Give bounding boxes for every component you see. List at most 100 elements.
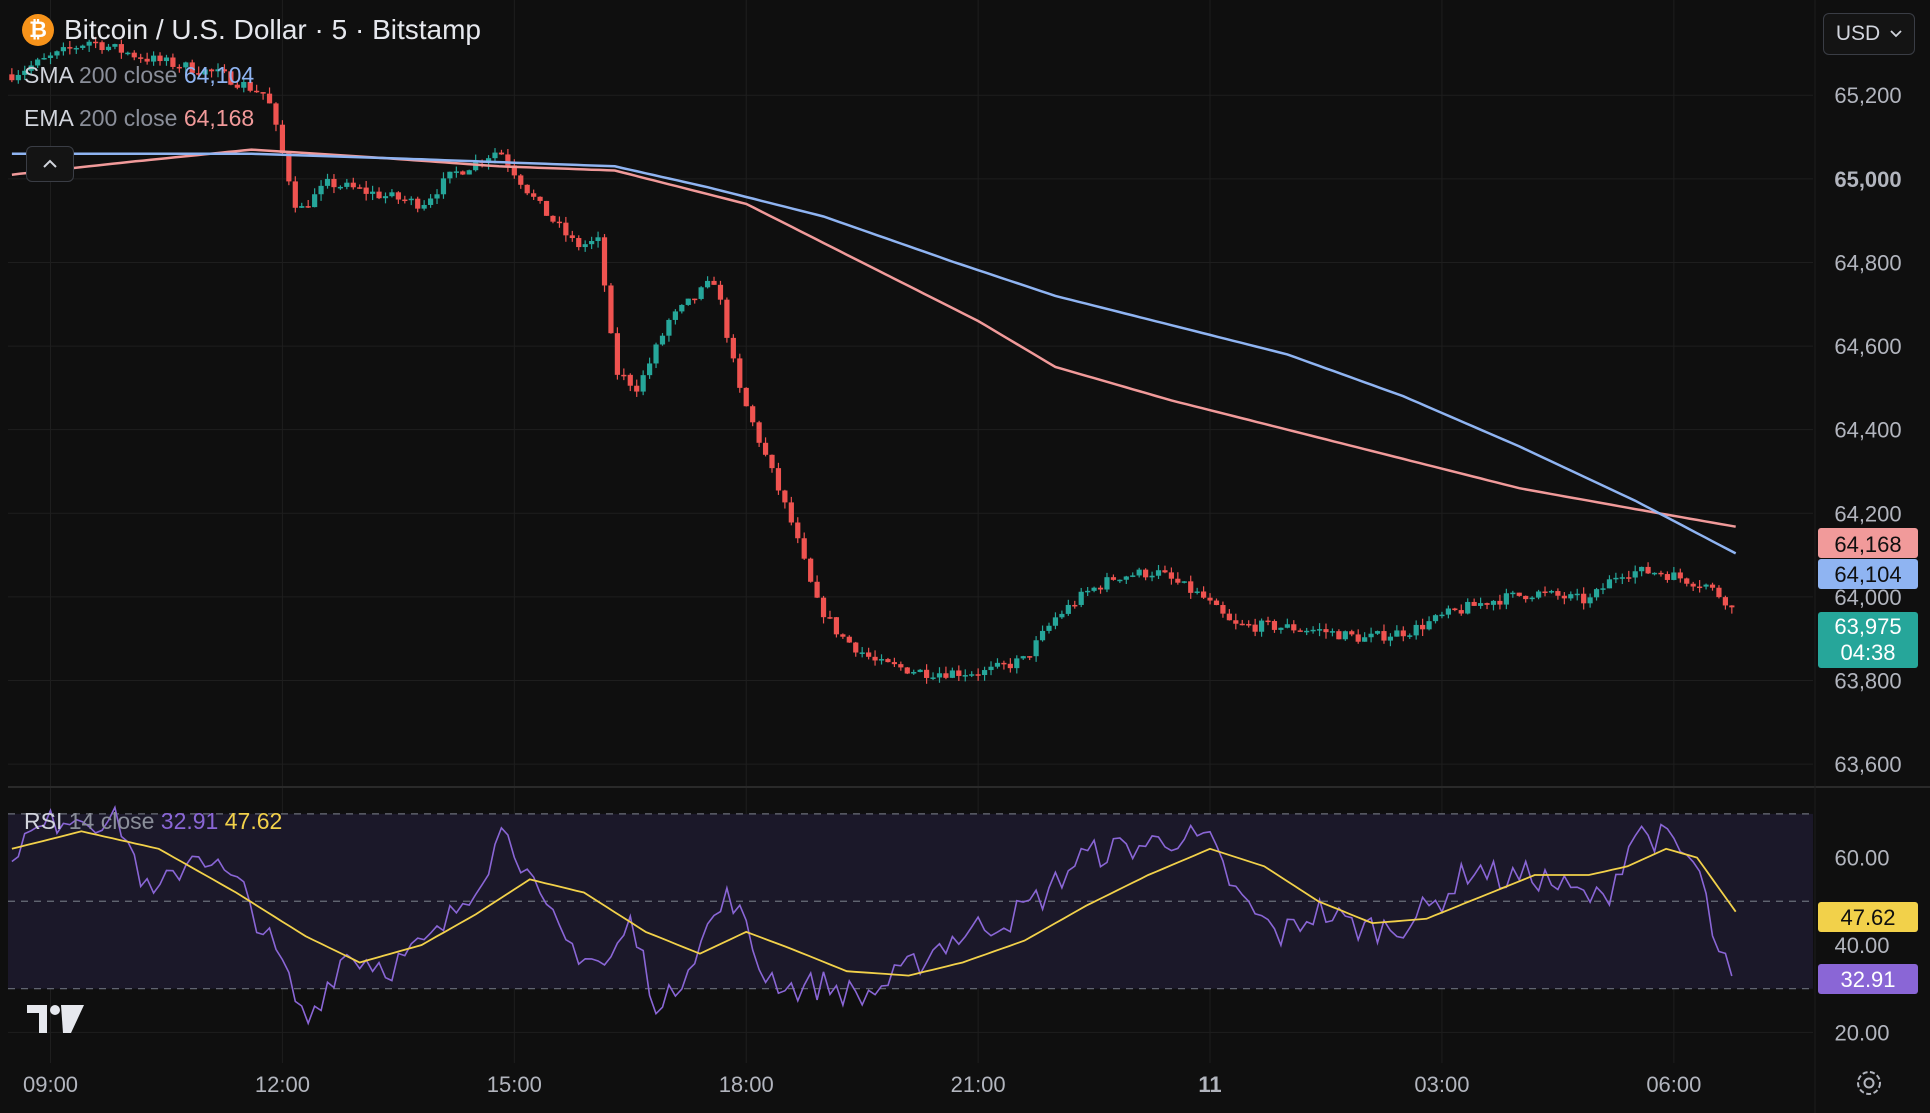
symbol-title[interactable]: ₿ Bitcoin / U.S. Dollar · 5 · Bitstamp bbox=[22, 14, 481, 46]
candle bbox=[988, 661, 994, 676]
candle-body bbox=[1291, 624, 1297, 631]
candle-body bbox=[408, 198, 414, 201]
price-tick-label: 64,800 bbox=[1834, 250, 1901, 275]
time-tick-label: 06:00 bbox=[1646, 1072, 1701, 1097]
currency-selector[interactable]: USD bbox=[1823, 13, 1915, 55]
candle bbox=[312, 188, 318, 208]
candle bbox=[1465, 598, 1471, 615]
time-tick-label: 09:00 bbox=[23, 1072, 78, 1097]
candle bbox=[924, 664, 930, 684]
candle bbox=[878, 654, 885, 665]
candle-body bbox=[9, 74, 15, 81]
candle-body bbox=[1510, 592, 1516, 595]
candle bbox=[331, 174, 337, 194]
candle-body bbox=[1072, 604, 1078, 607]
settings-icon[interactable] bbox=[1854, 1068, 1884, 1098]
candle-body bbox=[395, 192, 401, 200]
candle bbox=[266, 87, 273, 104]
candle-body bbox=[679, 304, 685, 312]
candle-body bbox=[144, 58, 150, 62]
candle-body bbox=[1117, 579, 1123, 582]
candle bbox=[936, 667, 943, 683]
candle bbox=[41, 53, 47, 60]
candle bbox=[221, 64, 228, 74]
candle bbox=[1220, 601, 1226, 618]
candle-body bbox=[1529, 597, 1535, 600]
candle-body bbox=[1039, 630, 1046, 641]
tradingview-logo-icon[interactable] bbox=[27, 1003, 85, 1035]
candle-body bbox=[157, 55, 163, 62]
candle-body bbox=[202, 69, 208, 75]
candle bbox=[1059, 610, 1065, 619]
rsi-legend[interactable]: RSI 14 close 32.91 47.62 bbox=[24, 808, 282, 835]
candle-body bbox=[949, 670, 955, 678]
candle bbox=[672, 309, 678, 325]
time-tick-label: 15:00 bbox=[487, 1072, 542, 1097]
candle bbox=[163, 54, 170, 66]
candle bbox=[254, 84, 260, 93]
ema-legend[interactable]: EMA 200 close 64,168 bbox=[24, 105, 254, 132]
candle bbox=[1168, 567, 1174, 585]
candle bbox=[1039, 625, 1046, 642]
candle-body bbox=[627, 374, 633, 386]
candle bbox=[1439, 611, 1445, 619]
candle bbox=[1355, 629, 1361, 644]
candle-body bbox=[1639, 566, 1645, 572]
candle-body bbox=[981, 670, 988, 676]
candle bbox=[717, 280, 724, 305]
price-tick-label: 64,200 bbox=[1834, 501, 1901, 526]
candle-body bbox=[363, 187, 369, 194]
candle bbox=[1291, 620, 1297, 634]
candle bbox=[421, 200, 427, 211]
candle-body bbox=[331, 178, 337, 188]
candle bbox=[1136, 567, 1142, 578]
candle bbox=[911, 669, 917, 675]
candle bbox=[1310, 626, 1316, 634]
sma-legend[interactable]: SMA 200 close 64,104 bbox=[24, 62, 254, 89]
candle bbox=[1258, 618, 1265, 637]
candle bbox=[1484, 602, 1490, 610]
candle bbox=[1593, 587, 1600, 601]
rsi-axis[interactable]: 20.00 40.00 60.00 bbox=[1834, 846, 1889, 1046]
candle bbox=[241, 78, 247, 93]
candle-body bbox=[22, 70, 28, 75]
candle bbox=[1510, 590, 1516, 598]
candle bbox=[1561, 592, 1567, 605]
candle bbox=[762, 437, 769, 457]
candle bbox=[402, 195, 408, 204]
collapse-legend-button[interactable] bbox=[26, 146, 74, 182]
candle-body bbox=[943, 673, 949, 678]
candle bbox=[743, 387, 749, 407]
candle bbox=[679, 304, 685, 314]
candle bbox=[1297, 628, 1303, 632]
candle-body bbox=[1110, 577, 1117, 580]
candle bbox=[698, 286, 704, 301]
rsi-line bbox=[11, 805, 1733, 1026]
candle bbox=[891, 657, 897, 668]
candle bbox=[1394, 625, 1400, 637]
candle-body bbox=[1207, 597, 1213, 601]
candle bbox=[363, 180, 369, 201]
price-axis[interactable]: 63,600 63,800 64,000 64,200 64,400 64,600 64,8… bbox=[1834, 83, 1901, 777]
candle bbox=[904, 666, 910, 675]
time-axis[interactable]: 09:00 12:00 15:00 18:00 21:00 11 03:00 06:00 bbox=[23, 1072, 1701, 1097]
candle bbox=[518, 173, 524, 189]
ema-200-line bbox=[11, 148, 1736, 528]
candle bbox=[943, 666, 949, 680]
candle-body bbox=[1561, 595, 1567, 599]
candle bbox=[1407, 633, 1413, 639]
candle bbox=[537, 196, 543, 204]
candle-body bbox=[988, 666, 994, 671]
candle-body bbox=[1729, 605, 1735, 608]
candle-body bbox=[1226, 613, 1232, 621]
candle-body bbox=[118, 44, 124, 53]
candle-body bbox=[846, 636, 852, 643]
candle-body bbox=[163, 57, 170, 62]
candle bbox=[1581, 587, 1587, 610]
candle-body bbox=[1606, 579, 1613, 589]
candle bbox=[653, 342, 659, 369]
time-tick-label: 21:00 bbox=[951, 1072, 1006, 1097]
candle-body bbox=[1619, 577, 1625, 579]
candle-body bbox=[183, 62, 189, 68]
